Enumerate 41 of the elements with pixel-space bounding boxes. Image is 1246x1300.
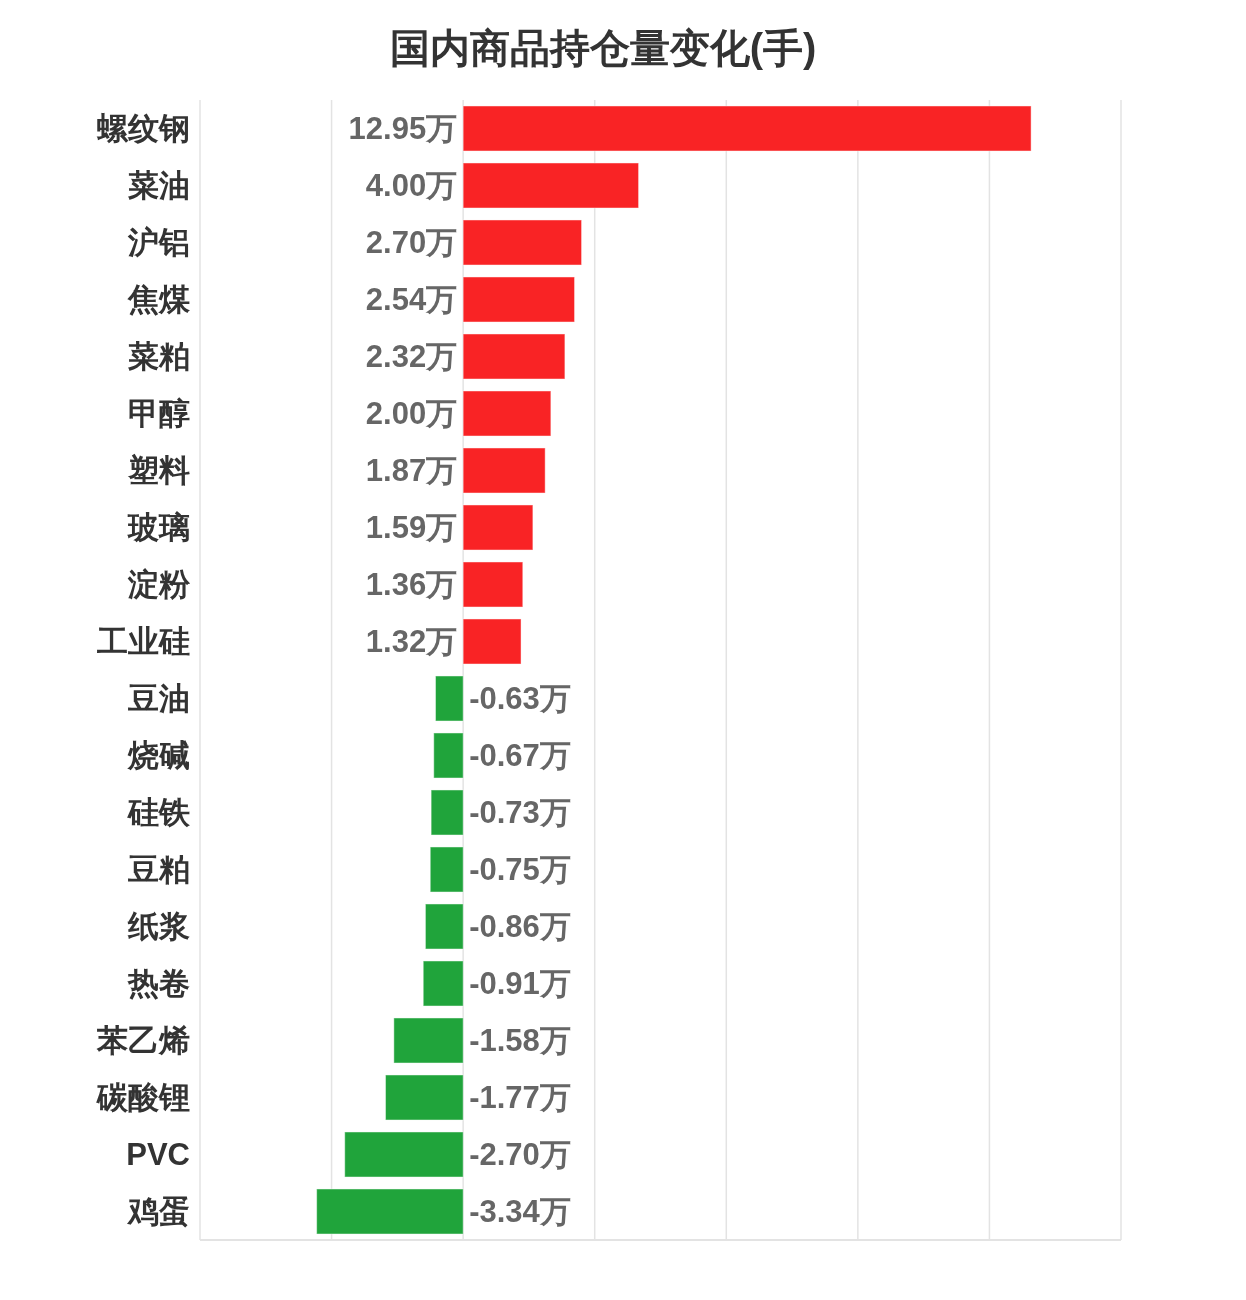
category: PVC xyxy=(126,1137,190,1172)
value-label: -1.58万 xyxy=(469,1023,571,1058)
value-label: -0.75万 xyxy=(469,852,571,887)
category: 纸浆 xyxy=(128,909,190,944)
category: 热卷 xyxy=(128,966,190,1001)
value-label: 1.59万 xyxy=(365,510,458,545)
category: 硅铁 xyxy=(128,795,190,830)
title: 国内商品持仓量变化(手) xyxy=(389,26,817,70)
category: 菜油 xyxy=(128,168,190,203)
value-label: -0.91万 xyxy=(469,966,571,1001)
value-label: 2.54万 xyxy=(365,282,458,317)
category: 塑料 xyxy=(128,453,190,488)
value-label: 4.00万 xyxy=(365,168,458,203)
category: 沪铝 xyxy=(128,225,190,260)
category: 豆油 xyxy=(128,681,190,716)
value-label: 1.32万 xyxy=(365,624,458,659)
value-label: -0.63万 xyxy=(469,681,571,716)
category: 豆粕 xyxy=(128,852,190,887)
value-label: -2.70万 xyxy=(469,1137,571,1172)
category: 玻璃 xyxy=(128,510,190,545)
category: 烧碱 xyxy=(128,738,190,773)
category: 苯乙烯 xyxy=(97,1023,190,1058)
category: 鸡蛋 xyxy=(128,1194,190,1229)
value-label: 2.00万 xyxy=(365,396,458,431)
value-label: -1.77万 xyxy=(469,1080,571,1115)
category: 工业硅 xyxy=(97,624,190,659)
category: 淀粉 xyxy=(128,567,190,602)
category: 甲醇 xyxy=(128,396,190,431)
value-label: -0.86万 xyxy=(469,909,571,944)
value-label: 1.87万 xyxy=(365,453,458,488)
category: 菜粕 xyxy=(128,339,190,374)
category: 碳酸锂 xyxy=(97,1080,190,1115)
value-label: 1.36万 xyxy=(365,567,458,602)
category: 螺纹钢 xyxy=(97,111,190,146)
category: 焦煤 xyxy=(128,282,190,317)
value-label: -0.67万 xyxy=(469,738,571,773)
value-label: 2.70万 xyxy=(365,225,458,260)
value-label: -3.34万 xyxy=(469,1194,571,1229)
value-label: -0.73万 xyxy=(469,795,571,830)
value-label: 12.95万 xyxy=(348,111,458,146)
value-label: 2.32万 xyxy=(365,339,458,374)
